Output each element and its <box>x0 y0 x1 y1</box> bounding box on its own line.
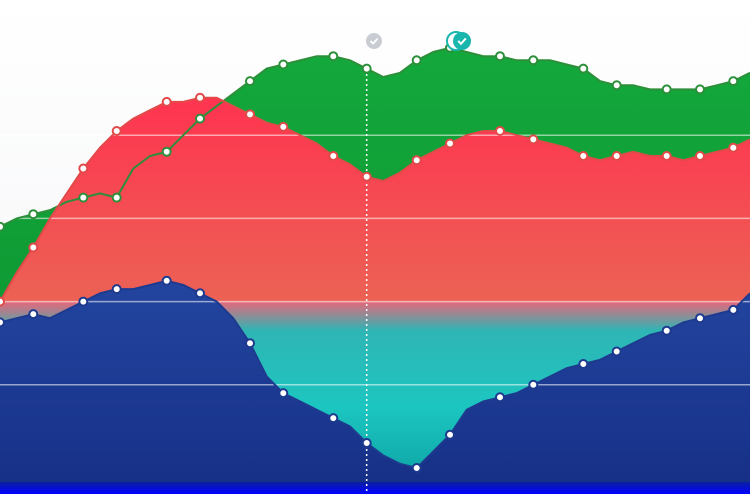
marker-s2-20 <box>328 413 339 424</box>
selected-badge[interactable] <box>446 31 471 51</box>
marker-s2-22 <box>361 438 372 448</box>
marker-s0-0 <box>0 296 5 307</box>
marker-s1-35 <box>578 63 589 74</box>
series-green-line <box>0 46 750 228</box>
marker-s2-35 <box>578 359 589 369</box>
marker-s2-7 <box>111 284 122 295</box>
marker-s1-22 <box>361 63 372 74</box>
marker-s1-30 <box>495 51 505 62</box>
marker-s2-2 <box>28 309 39 320</box>
marker-s2-5 <box>78 296 89 307</box>
marker-s2-27 <box>445 429 455 440</box>
marker-s1-32 <box>528 55 539 66</box>
marker-s2-17 <box>278 388 289 399</box>
marker-s0-22 <box>361 171 372 182</box>
marker-s1-2 <box>28 209 39 220</box>
marker-s0-2 <box>28 242 39 253</box>
marker-s0-27 <box>445 138 455 149</box>
marker-s0-42 <box>695 151 705 161</box>
marker-s0-37 <box>611 151 622 161</box>
base-strip <box>0 482 750 494</box>
marker-s0-44 <box>728 142 739 153</box>
marker-s1-7 <box>111 192 122 203</box>
marker-s1-0 <box>0 221 5 232</box>
marker-s2-40 <box>661 325 672 336</box>
marker-s1-5 <box>78 192 89 203</box>
marker-s2-25 <box>411 463 422 473</box>
check-icon <box>457 37 467 46</box>
marker-s1-44 <box>728 76 739 87</box>
marker-s1-20 <box>328 51 339 62</box>
marker-s2-12 <box>195 288 205 299</box>
marker-s1-37 <box>611 80 622 91</box>
marker-s0-15 <box>245 109 255 120</box>
marker-s1-42 <box>695 84 705 95</box>
marker-s0-32 <box>528 134 539 145</box>
marker-s0-35 <box>578 151 589 161</box>
marker-s1-15 <box>245 76 255 87</box>
marker-s2-30 <box>495 392 505 403</box>
marker-s2-10 <box>161 275 172 286</box>
grid-lines <box>0 134 750 386</box>
marker-s0-40 <box>661 151 672 161</box>
marker-s0-10 <box>161 96 172 107</box>
marker-s1-25 <box>411 55 422 66</box>
marker-s0-20 <box>328 151 339 161</box>
marker-s0-12 <box>195 92 205 103</box>
series-blue-line <box>0 279 750 470</box>
marker-s0-30 <box>495 126 505 136</box>
marker-s0-17 <box>278 121 289 132</box>
marker-s0-5 <box>78 163 89 174</box>
series-blue-area <box>0 280 750 494</box>
marker-s1-40 <box>661 84 672 95</box>
marker-s1-17 <box>278 59 289 70</box>
highlight-badge[interactable] <box>366 33 382 49</box>
marker-s2-32 <box>528 379 539 390</box>
marker-s1-12 <box>195 113 205 124</box>
series-red-line <box>0 96 750 303</box>
marker-s0-7 <box>111 126 122 136</box>
marker-s1-10 <box>161 146 172 157</box>
marker-s2-0 <box>0 317 5 328</box>
marker-s2-44 <box>728 304 739 315</box>
marker-s2-15 <box>245 338 255 349</box>
marker-s2-42 <box>695 313 705 324</box>
data-markers <box>0 42 739 473</box>
check-icon <box>369 37 379 45</box>
marker-s0-25 <box>411 155 422 166</box>
marker-s2-37 <box>611 346 622 357</box>
